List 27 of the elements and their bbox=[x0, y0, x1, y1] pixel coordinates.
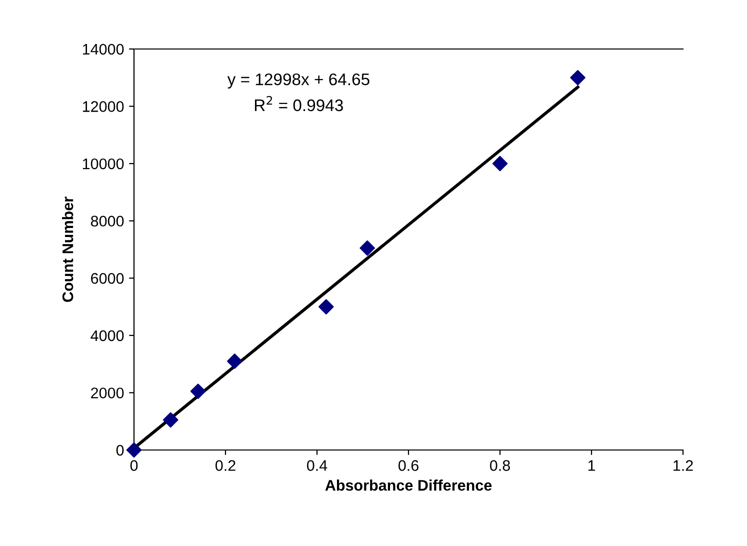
y-tick-label: 6000 bbox=[91, 273, 124, 284]
point bbox=[492, 156, 508, 172]
point bbox=[570, 70, 586, 86]
x-tick-label: 0 bbox=[130, 460, 138, 471]
y-tick-label: 10000 bbox=[82, 158, 124, 170]
x-tick-label: 0.6 bbox=[398, 460, 418, 471]
x-axis-title: Absorbance Difference bbox=[325, 480, 492, 491]
x-tick-label: 0.2 bbox=[215, 460, 236, 471]
y-tick-label: 4000 bbox=[90, 330, 124, 342]
annotation: R$^{2}$ = 0.9943 bbox=[254, 96, 343, 112]
y-tick-label: 12000 bbox=[82, 101, 124, 112]
x-tick-label: 0.4 bbox=[306, 460, 328, 471]
point bbox=[360, 240, 375, 256]
y-axis-title: Count Number bbox=[62, 196, 74, 302]
y-tick-label: 8000 bbox=[90, 216, 124, 227]
y-tick-label: 14000 bbox=[82, 44, 124, 55]
x-tick-label: 1.2 bbox=[674, 460, 693, 471]
point bbox=[126, 442, 142, 458]
point bbox=[318, 299, 334, 314]
y-tick-label: 2000 bbox=[91, 388, 124, 398]
point bbox=[162, 412, 178, 428]
x-tick-label: 1 bbox=[588, 460, 596, 471]
x-tick-label: 0.8 bbox=[490, 460, 510, 471]
point bbox=[227, 354, 242, 369]
annotation: y = 12998x + 64.65 bbox=[227, 73, 370, 89]
point bbox=[190, 384, 206, 399]
y-tick-label: 0 bbox=[116, 444, 124, 456]
